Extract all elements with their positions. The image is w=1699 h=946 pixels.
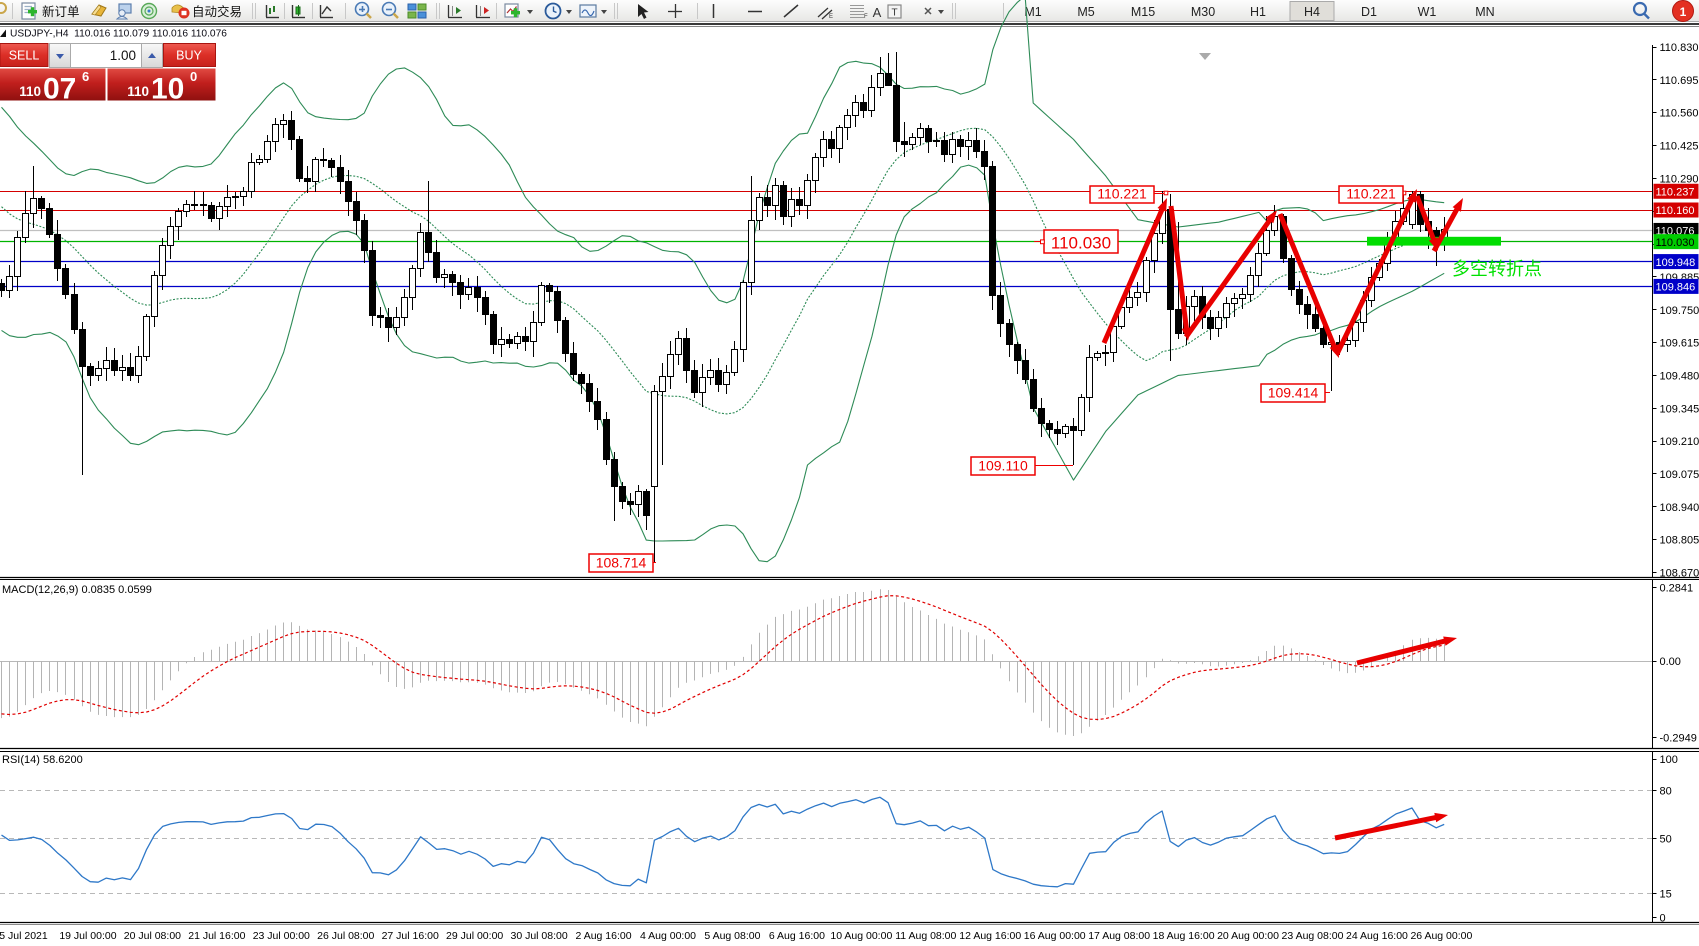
svg-text:2 Aug 16:00: 2 Aug 16:00 xyxy=(576,930,632,942)
svg-text:20 Jul 08:00: 20 Jul 08:00 xyxy=(124,930,181,942)
svg-text:23 Aug 08:00: 23 Aug 08:00 xyxy=(1282,930,1344,942)
svg-text:M1: M1 xyxy=(1024,5,1041,19)
svg-text:27 Jul 16:00: 27 Jul 16:00 xyxy=(382,930,439,942)
svg-text:110.830: 110.830 xyxy=(1660,42,1699,54)
svg-text:110.030: 110.030 xyxy=(1656,237,1695,249)
svg-text:23 Jul 00:00: 23 Jul 00:00 xyxy=(253,930,310,942)
svg-text:1: 1 xyxy=(1680,5,1687,19)
svg-text:24 Aug 16:00: 24 Aug 16:00 xyxy=(1346,930,1408,942)
svg-text:E: E xyxy=(829,14,833,20)
svg-text:26 Aug 00:00: 26 Aug 00:00 xyxy=(1410,930,1472,942)
svg-text:19 Jul 00:00: 19 Jul 00:00 xyxy=(59,930,116,942)
svg-text:M30: M30 xyxy=(1191,5,1215,19)
svg-text:D1: D1 xyxy=(1361,5,1377,19)
svg-text:5 Aug 08:00: 5 Aug 08:00 xyxy=(704,930,760,942)
svg-text:12 Aug 16:00: 12 Aug 16:00 xyxy=(959,930,1021,942)
svg-text:15: 15 xyxy=(1660,889,1672,901)
svg-text:110.695: 110.695 xyxy=(1660,75,1699,87)
svg-text:109.846: 109.846 xyxy=(1656,282,1696,294)
svg-text:0: 0 xyxy=(190,69,197,84)
svg-text:110: 110 xyxy=(19,84,41,99)
svg-text:26 Jul 08:00: 26 Jul 08:00 xyxy=(317,930,374,942)
svg-text:108.714: 108.714 xyxy=(596,555,647,571)
svg-text:07: 07 xyxy=(43,73,76,106)
svg-text:4 Aug 00:00: 4 Aug 00:00 xyxy=(640,930,696,942)
svg-text:100: 100 xyxy=(1660,754,1678,766)
svg-text:110.290: 110.290 xyxy=(1660,173,1699,185)
svg-text:109.615: 109.615 xyxy=(1660,338,1699,350)
svg-text:多空转折点: 多空转折点 xyxy=(1452,259,1542,279)
svg-text:A: A xyxy=(873,5,882,20)
svg-text:110.560: 110.560 xyxy=(1660,108,1699,120)
svg-text:109.075: 109.075 xyxy=(1660,469,1699,481)
svg-text:5 Jul 2021: 5 Jul 2021 xyxy=(0,930,48,942)
svg-text:20 Aug 00:00: 20 Aug 00:00 xyxy=(1217,930,1279,942)
svg-text:16 Aug 00:00: 16 Aug 00:00 xyxy=(1024,930,1086,942)
svg-text:USDJPY-,H4 110.016 110.079 11: USDJPY-,H4 110.016 110.079 110.016 110.0… xyxy=(10,29,227,40)
svg-text:80: 80 xyxy=(1660,786,1672,798)
svg-text:30 Jul 08:00: 30 Jul 08:00 xyxy=(510,930,567,942)
svg-text:0: 0 xyxy=(1660,913,1666,925)
svg-text:109.750: 109.750 xyxy=(1660,305,1699,317)
svg-text:MACD(12,26,9) 0.0835 0.0599: MACD(12,26,9) 0.0835 0.0599 xyxy=(2,584,152,596)
svg-text:110.221: 110.221 xyxy=(1346,186,1396,202)
svg-text:108.940: 108.940 xyxy=(1660,502,1699,514)
svg-text:10: 10 xyxy=(151,73,184,106)
svg-text:109.110: 109.110 xyxy=(978,458,1028,474)
svg-text:BUY: BUY xyxy=(176,49,202,63)
svg-text:W1: W1 xyxy=(1418,5,1437,19)
svg-text:110.160: 110.160 xyxy=(1656,205,1695,217)
svg-text:110.221: 110.221 xyxy=(1097,186,1147,202)
svg-text:6: 6 xyxy=(82,69,89,84)
svg-text:新订单: 新订单 xyxy=(42,4,80,19)
svg-text:18 Aug 16:00: 18 Aug 16:00 xyxy=(1153,930,1215,942)
svg-text:0.2841: 0.2841 xyxy=(1660,582,1694,594)
svg-text:RSI(14) 58.6200: RSI(14) 58.6200 xyxy=(2,754,83,766)
svg-text:H1: H1 xyxy=(1250,5,1266,19)
svg-text:110.237: 110.237 xyxy=(1656,186,1695,198)
svg-text:17 Aug 08:00: 17 Aug 08:00 xyxy=(1088,930,1150,942)
svg-text:F: F xyxy=(864,14,868,20)
svg-text:M15: M15 xyxy=(1131,5,1155,19)
svg-text:T: T xyxy=(891,8,897,19)
svg-text:M5: M5 xyxy=(1077,5,1094,19)
svg-text:109.480: 109.480 xyxy=(1660,370,1699,382)
svg-text:108.670: 108.670 xyxy=(1660,568,1699,580)
svg-text:H4: H4 xyxy=(1304,5,1320,19)
svg-text:109.414: 109.414 xyxy=(1268,385,1319,401)
svg-text:10 Aug 00:00: 10 Aug 00:00 xyxy=(830,930,892,942)
svg-text:-0.2949: -0.2949 xyxy=(1660,732,1697,744)
svg-text:21 Jul 16:00: 21 Jul 16:00 xyxy=(188,930,245,942)
svg-text:109.210: 109.210 xyxy=(1660,436,1699,448)
svg-text:自动交易: 自动交易 xyxy=(192,4,242,19)
svg-text:SELL: SELL xyxy=(9,49,40,63)
svg-text:MN: MN xyxy=(1475,5,1494,19)
svg-text:109.948: 109.948 xyxy=(1656,257,1696,269)
svg-text:1.00: 1.00 xyxy=(110,48,136,63)
svg-text:110.030: 110.030 xyxy=(1051,234,1111,253)
svg-text:0.00: 0.00 xyxy=(1660,656,1681,668)
svg-text:110.425: 110.425 xyxy=(1660,141,1699,153)
svg-text:110: 110 xyxy=(127,84,149,99)
svg-text:109.345: 109.345 xyxy=(1660,403,1699,415)
svg-text:29 Jul 00:00: 29 Jul 00:00 xyxy=(446,930,503,942)
svg-text:11 Aug 08:00: 11 Aug 08:00 xyxy=(895,930,956,942)
svg-text:50: 50 xyxy=(1660,833,1672,845)
svg-text:108.805: 108.805 xyxy=(1660,535,1699,547)
svg-text:6 Aug 16:00: 6 Aug 16:00 xyxy=(769,930,825,942)
